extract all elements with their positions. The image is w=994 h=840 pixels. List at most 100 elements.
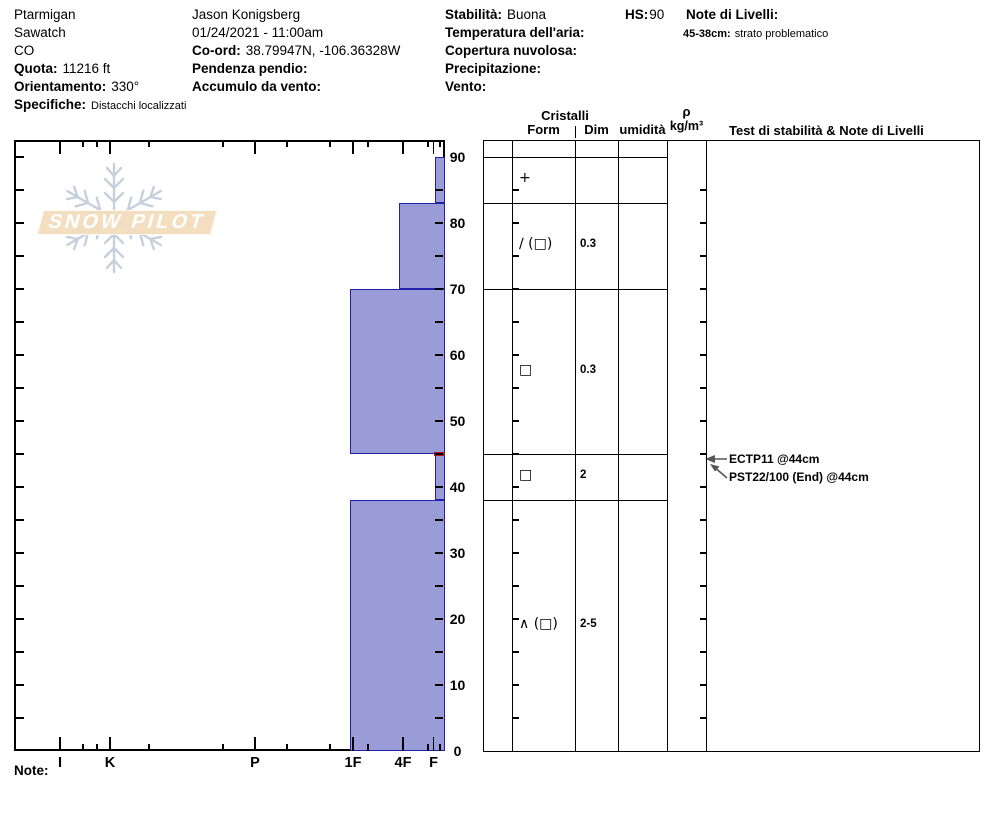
layer-note-range: 45-38cm:: [683, 28, 731, 40]
specifics-value: Distacchi localizzati: [91, 100, 187, 112]
hs-column: HS:90: [625, 6, 664, 24]
crystal-dim-cell: 2: [580, 469, 587, 482]
table-depth-tick: [513, 519, 519, 521]
table-depth-tick: [700, 354, 706, 356]
crystal-form-cell: □: [519, 361, 533, 378]
hardness-axis-label: F: [429, 755, 438, 771]
hardness-tick-major: [402, 737, 404, 751]
table-column-line: [979, 140, 981, 752]
aspect-value: 330°: [111, 79, 140, 94]
snowflake-icon: [61, 162, 167, 274]
layer-note: 45-38cm: strato problematico: [683, 24, 828, 42]
depth-tick: [16, 387, 24, 389]
depth-tick: [435, 519, 443, 521]
slope-angle: Pendenza pendio:: [192, 60, 400, 78]
table-depth-tick: [513, 420, 519, 422]
crystals-header: Cristalli: [541, 108, 589, 123]
aspect-label: Orientamento:: [14, 79, 107, 94]
table-depth-tick: [513, 321, 519, 323]
layer-notes-label: Note di Livelli:: [686, 7, 779, 22]
snow-layer-bar: [434, 157, 445, 204]
depth-tick: [435, 717, 443, 719]
test-result-ect: ECTP11 @44cm: [729, 452, 820, 466]
crystal-form-cell: +: [519, 170, 531, 187]
hardness-tick-major: [254, 737, 256, 751]
hardness-tick-major: [59, 737, 61, 751]
hardness-tick-minor: [82, 140, 84, 147]
depth-tick: [435, 618, 443, 620]
table-depth-tick: [700, 387, 706, 389]
hardness-tick-major: [254, 140, 256, 154]
hardness-tick-minor: [427, 140, 429, 147]
layer-row-line: [483, 157, 668, 159]
form-column-header: Form: [527, 122, 560, 137]
elevation-label: Quota:: [14, 61, 58, 76]
layer-row-line: [483, 500, 668, 502]
crystal-form-cell: ∕ (□): [519, 236, 553, 253]
hardness-tick-minor: [96, 140, 98, 147]
hardness-tick-minor: [148, 744, 150, 751]
elevation-value: 11216 ft: [62, 61, 111, 76]
hardness-tick-minor: [427, 744, 429, 751]
snow-layer-bar: [350, 500, 445, 751]
depth-tick: [435, 486, 443, 488]
hardness-axis-label: P: [250, 755, 260, 771]
table-depth-tick: [700, 321, 706, 323]
table-depth-tick: [700, 684, 706, 686]
table-depth-tick: [513, 585, 519, 587]
depth-axis-label: 90: [449, 149, 466, 165]
hardness-tick-minor: [439, 140, 441, 147]
sky-cover: Copertura nuvolosa:: [445, 42, 590, 60]
hardness-tick-minor: [367, 744, 369, 751]
stability-value: Buona: [507, 7, 547, 22]
table-column-line: [575, 140, 577, 752]
table-depth-tick: [513, 387, 519, 389]
hardness-tick-major: [59, 140, 61, 154]
precip-label: Precipitazione:: [445, 61, 542, 76]
table-depth-tick: [513, 552, 519, 554]
depth-tick: [16, 486, 24, 488]
table-depth-tick: [513, 354, 519, 356]
table-depth-tick: [700, 585, 706, 587]
hardness-tick-major: [402, 140, 404, 154]
hardness-tick-major: [109, 140, 111, 154]
table-depth-tick: [700, 486, 706, 488]
table-depth-tick: [700, 222, 706, 224]
crystal-dim-cell: 0.3: [580, 238, 596, 251]
table-depth-tick: [700, 453, 706, 455]
observer-name: Jason Konigsberg: [192, 7, 301, 22]
table-depth-tick: [700, 519, 706, 521]
snow-height: HS:90: [625, 6, 664, 24]
depth-tick: [435, 321, 443, 323]
table-column-line: [618, 140, 620, 752]
coord-label: Co-ord:: [192, 43, 241, 58]
stability-label: Stabilità:: [445, 7, 503, 22]
windload-label: Accumulo da vento:: [192, 79, 322, 94]
depth-tick: [435, 585, 443, 587]
snow-layer-bar: [350, 289, 445, 454]
depth-tick: [435, 354, 443, 356]
table-depth-tick: [700, 717, 706, 719]
snowpilot-logo: SNOW PILOT: [36, 158, 218, 288]
site-region: Sawatch: [14, 25, 66, 40]
hardness-tick-minor: [329, 744, 331, 751]
crystal-dim-cell: 0.3: [580, 363, 596, 376]
coord-value: 38.79947N, -106.36328W: [245, 43, 401, 58]
depth-tick: [16, 156, 24, 158]
table-top-line: [483, 140, 981, 142]
form-dim-header-divider: [575, 126, 576, 138]
table-depth-tick: [513, 684, 519, 686]
footer-note-label: Note:: [14, 763, 49, 778]
depth-tick: [16, 552, 24, 554]
depth-tick: [16, 585, 24, 587]
layer-note-text: strato problematico: [734, 28, 829, 40]
table-depth-tick: [700, 189, 706, 191]
hardness-tick-minor: [148, 140, 150, 147]
wind-loading: Accumulo da vento:: [192, 78, 400, 96]
depth-tick: [16, 684, 24, 686]
arrow-left-icon: [705, 455, 727, 463]
coordinates: Co-ord: 38.79947N, -106.36328W: [192, 42, 400, 60]
table-column-line: [706, 140, 708, 752]
hardness-axis-label: 1F: [344, 755, 362, 771]
